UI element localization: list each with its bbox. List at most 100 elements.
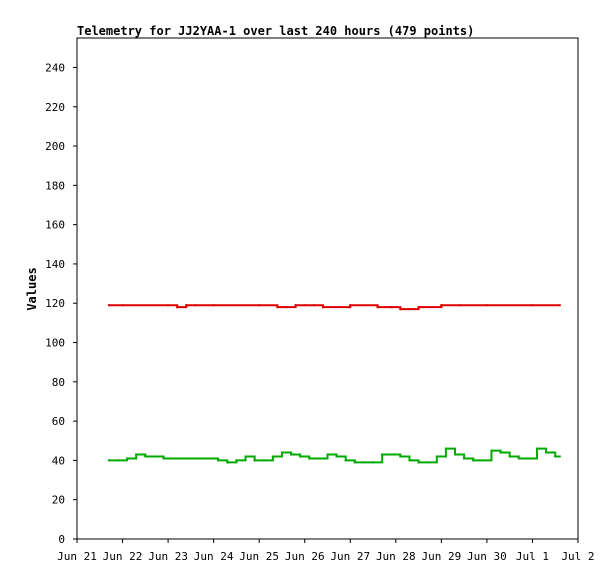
series-0-point <box>107 304 110 307</box>
series-1-point <box>481 459 484 462</box>
series-1-point <box>280 451 283 454</box>
series-1-point <box>290 453 293 456</box>
series-0-point <box>399 308 402 311</box>
series-1-point <box>454 453 457 456</box>
y-tick-label: 160 <box>45 219 65 232</box>
series-1-point <box>262 459 265 462</box>
y-tick-label: 20 <box>52 494 65 507</box>
series-1-point <box>180 457 183 460</box>
y-tick-label: 100 <box>45 337 65 350</box>
series-layer <box>107 304 561 464</box>
series-1-point <box>545 451 548 454</box>
x-tick-label: Jul 1 <box>516 550 549 563</box>
series-1-point <box>463 457 466 460</box>
series-1-point <box>171 457 174 460</box>
series-1-point <box>362 461 365 464</box>
series-1-point <box>526 457 529 460</box>
series-1-point <box>144 455 147 458</box>
series-1-point <box>208 457 211 460</box>
x-tick-label: Jun 22 <box>103 550 143 563</box>
y-tick-label: 200 <box>45 140 65 153</box>
series-0-point <box>194 304 197 307</box>
y-tick-label: 240 <box>45 61 65 74</box>
x-tick-label: Jul 2 <box>561 550 594 563</box>
x-tick-label: Jun 25 <box>239 550 279 563</box>
series-1-point <box>299 455 302 458</box>
y-axis-label: Values <box>25 267 39 310</box>
x-tick-label: Jun 27 <box>330 550 370 563</box>
series-1-point <box>444 447 447 450</box>
series-1-point <box>189 457 192 460</box>
series-1-point <box>335 455 338 458</box>
series-1-point <box>217 459 220 462</box>
series-1-point <box>126 457 129 460</box>
series-1-point <box>408 459 411 462</box>
series-1-point <box>198 457 201 460</box>
series-1-point <box>162 457 165 460</box>
series-1-point <box>226 461 229 464</box>
y-tick-label: 60 <box>52 415 65 428</box>
series-0-point <box>390 306 393 309</box>
series-0-point <box>485 304 488 307</box>
series-0-point <box>212 304 215 307</box>
series-0-point <box>531 304 534 307</box>
series-1-point <box>116 459 119 462</box>
x-tick-label: Jun 30 <box>467 550 507 563</box>
series-0-point <box>417 306 420 309</box>
series-1-point <box>499 451 502 454</box>
x-tick-label: Jun 28 <box>376 550 416 563</box>
series-0-point <box>185 304 188 307</box>
series-1-point <box>490 449 493 452</box>
y-tick-label: 120 <box>45 297 65 310</box>
series-1-point <box>399 455 402 458</box>
series-0-point <box>121 304 124 307</box>
series-1-point <box>326 453 329 456</box>
series-1-point <box>381 453 384 456</box>
x-tick-label: Jun 23 <box>148 550 188 563</box>
series-1-point <box>353 461 356 464</box>
y-tick-label: 140 <box>45 258 65 271</box>
series-0-point <box>176 306 179 309</box>
series-1-point <box>271 455 274 458</box>
x-tick-label: Jun 21 <box>57 550 97 563</box>
x-tick-label: Jun 24 <box>194 550 234 563</box>
series-1-point <box>426 461 429 464</box>
chart-title: Telemetry for JJ2YAA-1 over last 240 hou… <box>77 24 474 38</box>
series-1-point <box>558 455 561 458</box>
series-1-point <box>244 455 247 458</box>
series-1-point <box>536 447 539 450</box>
series-1-point <box>472 459 475 462</box>
x-tick-label: Jun 29 <box>421 550 461 563</box>
series-0-point <box>408 308 411 311</box>
series-1-point <box>344 459 347 462</box>
series-1-point <box>135 453 138 456</box>
series-1-point <box>517 457 520 460</box>
series-0-point <box>558 304 561 307</box>
series-1-point <box>308 457 311 460</box>
series-1-point <box>372 461 375 464</box>
series-0-point <box>376 306 379 309</box>
y-tick-label: 0 <box>58 533 65 546</box>
series-0-point <box>312 304 315 307</box>
series-0-point <box>167 304 170 307</box>
series-1-point <box>435 455 438 458</box>
y-tick-label: 40 <box>52 454 65 467</box>
plot-area-frame <box>76 37 579 540</box>
series-1-point <box>153 455 156 458</box>
series-0-point <box>294 304 297 307</box>
y-tick-label: 180 <box>45 179 65 192</box>
y-tick-label: 220 <box>45 101 65 114</box>
series-0-point <box>458 304 461 307</box>
series-0-point <box>285 306 288 309</box>
x-tick-label: Jun 26 <box>285 550 325 563</box>
series-1-point <box>317 457 320 460</box>
series-0-point <box>440 304 443 307</box>
series-1-point <box>235 459 238 462</box>
series-0-point <box>258 304 261 307</box>
y-axis: 0 20 40 60 80 100 120 140 160 180 200 220 240 <box>45 61 77 546</box>
series-0-point <box>349 304 352 307</box>
series-1-point <box>554 455 557 458</box>
series-0-point <box>321 306 324 309</box>
series-0-point <box>303 304 306 307</box>
